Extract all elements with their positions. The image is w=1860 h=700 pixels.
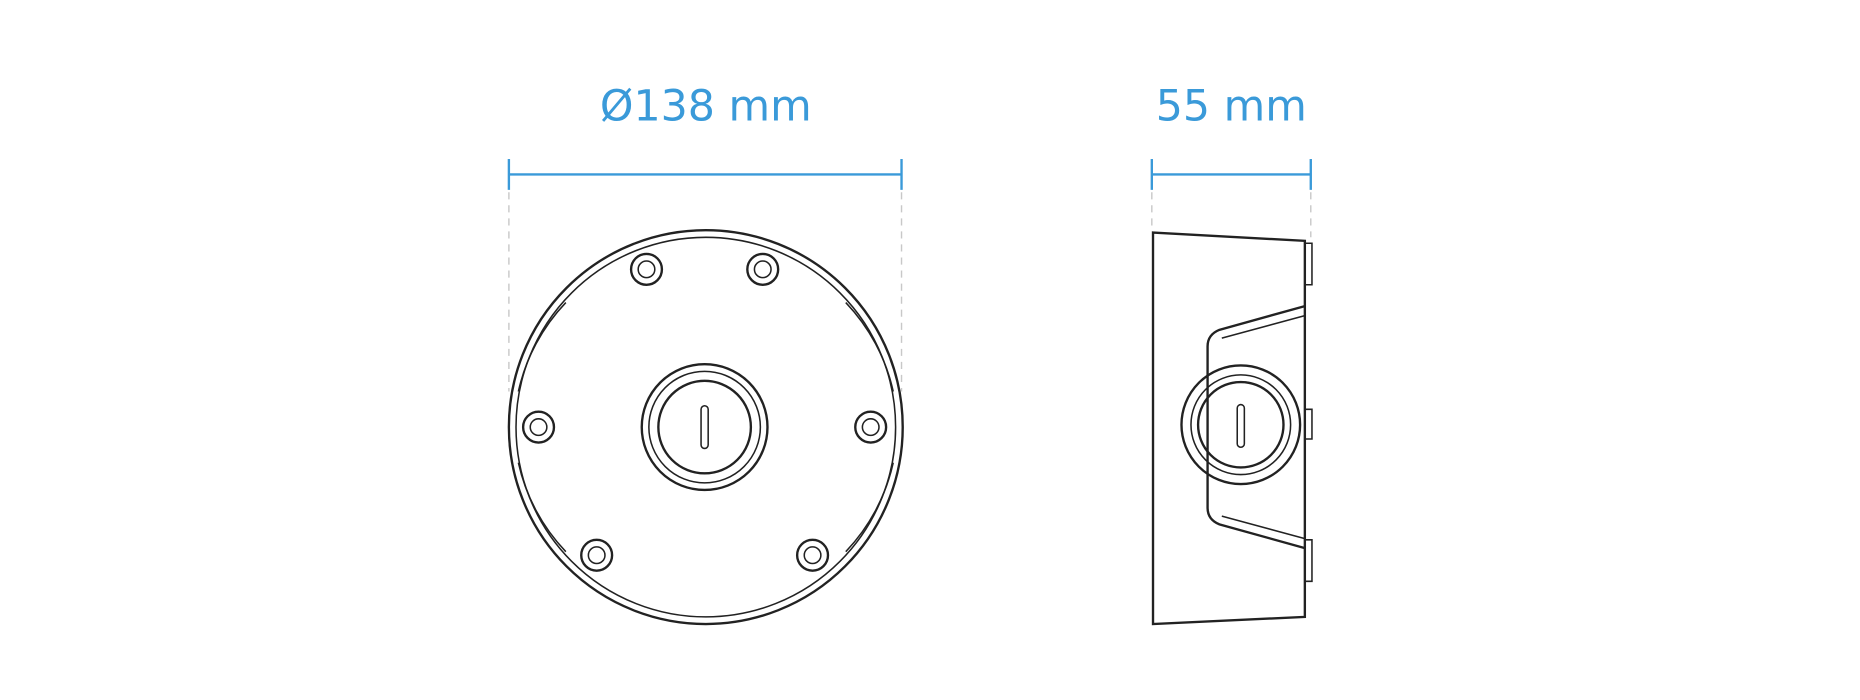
front-view bbox=[507, 229, 904, 626]
diameter-dimension bbox=[507, 159, 903, 392]
side-view bbox=[1151, 231, 1313, 626]
cable-plug bbox=[640, 363, 769, 492]
screws bbox=[521, 252, 888, 572]
diameter-label: Ø138 mm bbox=[600, 82, 812, 132]
depth-dimension bbox=[1150, 159, 1312, 238]
depth-label: 55 mm bbox=[1156, 82, 1307, 132]
